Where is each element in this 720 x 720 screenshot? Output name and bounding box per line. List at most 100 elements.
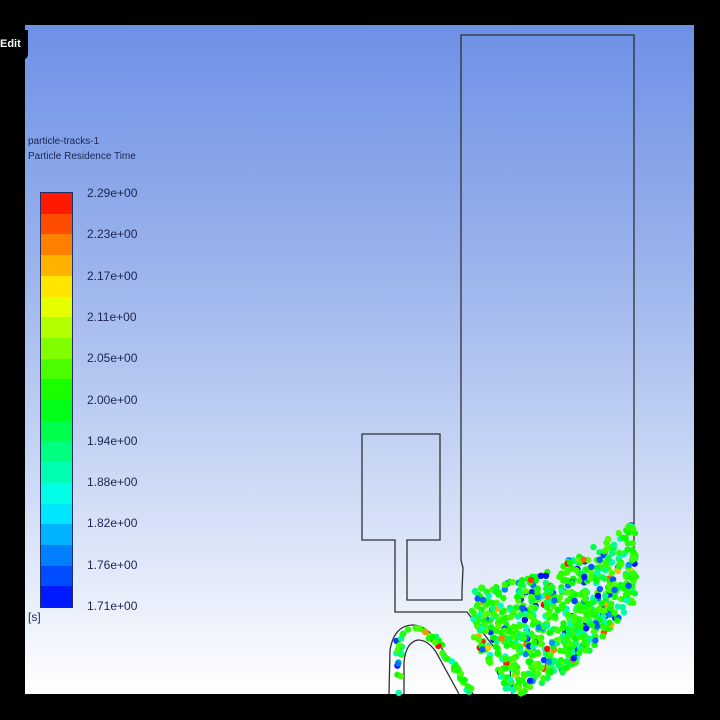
particle	[531, 639, 538, 646]
particle	[566, 559, 574, 566]
particle	[519, 582, 527, 589]
particle	[582, 588, 589, 596]
colorbar-band	[41, 420, 72, 442]
colorbar-band	[41, 275, 72, 297]
particle	[601, 607, 608, 614]
particle	[619, 603, 626, 611]
particle	[558, 570, 565, 577]
colorbar-label: 1.76e+00	[87, 557, 138, 572]
particle	[607, 600, 615, 607]
particle	[513, 593, 521, 601]
particle	[588, 563, 595, 571]
particle	[470, 634, 478, 641]
particle	[570, 654, 577, 662]
particle	[422, 628, 429, 636]
particle	[512, 624, 519, 631]
particle	[535, 670, 542, 677]
particle	[505, 635, 512, 643]
particle	[537, 572, 545, 580]
colorbar-band	[41, 234, 72, 256]
particle	[479, 596, 487, 604]
particle	[509, 686, 517, 694]
particle	[526, 677, 534, 684]
particle	[614, 603, 622, 610]
particle	[528, 593, 535, 601]
particle	[611, 593, 619, 601]
particle	[485, 592, 493, 599]
particle	[511, 661, 518, 669]
particle	[471, 587, 479, 595]
particle	[536, 640, 544, 647]
particle	[395, 689, 403, 697]
colorbar-band	[41, 565, 72, 587]
particle	[502, 655, 509, 662]
particle	[397, 635, 405, 642]
particle	[601, 548, 608, 555]
particle	[565, 651, 572, 658]
particle	[502, 665, 510, 672]
particle	[555, 662, 562, 669]
riser-outline	[361, 34, 635, 695]
particle	[623, 596, 630, 604]
particle	[475, 636, 483, 643]
particle	[535, 624, 543, 631]
particle	[538, 664, 545, 671]
particle	[470, 615, 477, 623]
particle	[485, 644, 492, 651]
particle	[454, 664, 461, 671]
particle	[534, 649, 541, 656]
particle	[600, 613, 607, 620]
particle	[415, 625, 422, 632]
particle	[560, 647, 568, 655]
particle	[564, 611, 572, 619]
particle	[581, 573, 588, 581]
particle	[534, 593, 542, 601]
particle	[479, 646, 486, 653]
particle	[489, 605, 497, 612]
particle	[495, 622, 502, 630]
particle	[494, 650, 501, 657]
particle	[457, 675, 464, 682]
particle	[629, 525, 637, 532]
particle	[498, 635, 505, 642]
particle	[490, 611, 498, 618]
particle	[534, 588, 541, 596]
particle	[575, 649, 583, 657]
particle	[515, 684, 523, 691]
particle	[439, 649, 446, 657]
particle	[397, 672, 405, 680]
particle	[474, 595, 481, 602]
particle	[551, 612, 559, 619]
particle	[513, 669, 521, 676]
particle	[529, 589, 536, 596]
particle	[579, 633, 587, 641]
colorbar-band	[41, 213, 72, 235]
particle	[563, 589, 571, 596]
particle	[558, 587, 566, 594]
particle	[629, 540, 636, 547]
particle	[478, 584, 485, 591]
particle	[529, 621, 537, 628]
particle	[599, 574, 606, 581]
particle	[542, 579, 550, 587]
particle	[622, 591, 630, 599]
particle	[606, 582, 613, 589]
particle	[544, 645, 551, 653]
colorbar-band	[41, 379, 72, 401]
particle	[615, 529, 622, 537]
particle	[580, 616, 588, 623]
particle	[607, 605, 614, 612]
particle	[599, 633, 607, 640]
colorbar	[40, 192, 73, 608]
particle	[485, 658, 493, 665]
particle	[590, 543, 597, 551]
particle	[608, 549, 616, 557]
edit-button[interactable]: Edit	[0, 30, 28, 60]
particle	[500, 607, 508, 614]
particle	[582, 647, 589, 654]
particle	[543, 622, 551, 630]
particle	[431, 639, 439, 646]
particle	[604, 535, 612, 543]
colorbar-label: 1.82e+00	[87, 516, 138, 531]
colorbar-label: 2.29e+00	[87, 186, 138, 200]
